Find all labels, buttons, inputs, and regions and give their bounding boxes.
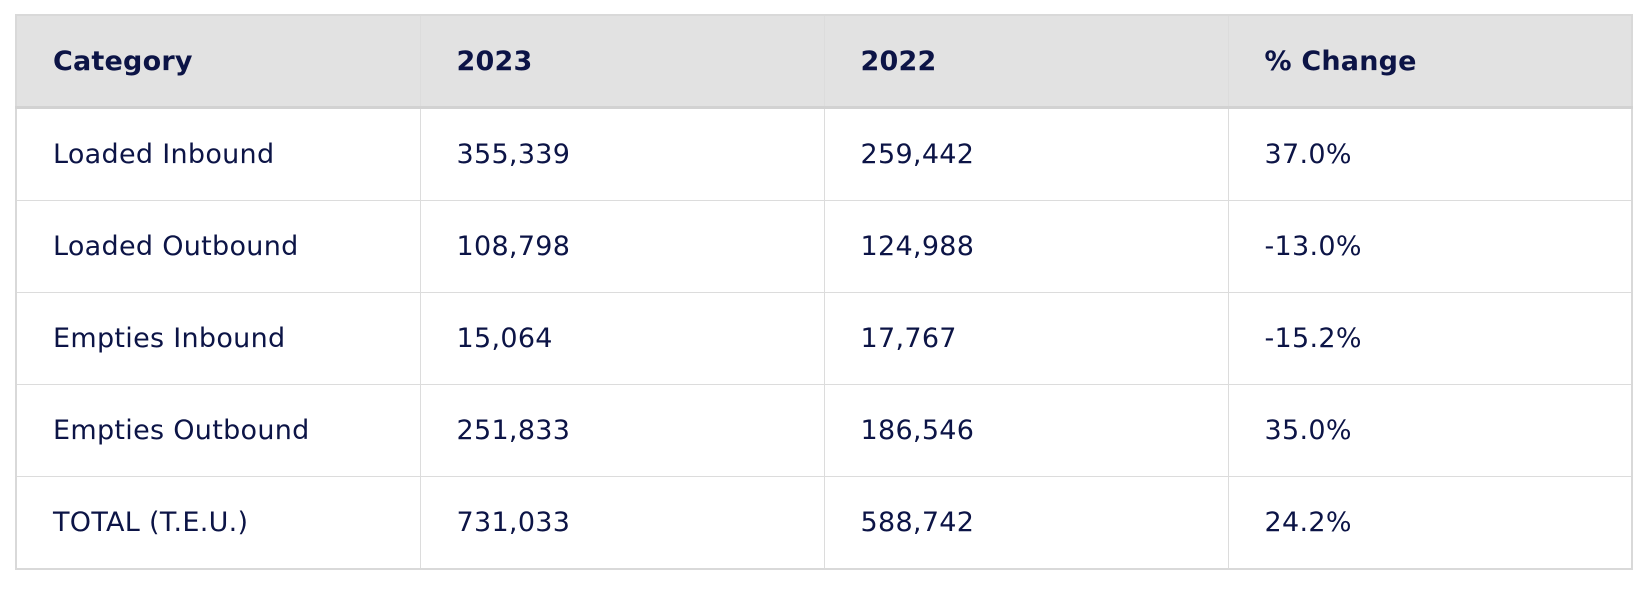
- column-header-percent-change: % Change: [1227, 14, 1633, 109]
- cell-2022: 259,442: [823, 107, 1229, 201]
- cell-2023: 15,064: [419, 292, 825, 385]
- cell-2023: 251,833: [419, 384, 825, 477]
- cell-2022: 186,546: [823, 384, 1229, 477]
- cell-percent-change: 35.0%: [1227, 384, 1633, 477]
- cell-2022: 124,988: [823, 200, 1229, 293]
- table-row: Empties Inbound 15,064 17,767 -15.2%: [15, 292, 1633, 385]
- cell-2022: 588,742: [823, 476, 1229, 570]
- column-header-category: Category: [15, 14, 421, 109]
- cell-2023: 108,798: [419, 200, 825, 293]
- cell-percent-change: 24.2%: [1227, 476, 1633, 570]
- cell-2023: 355,339: [419, 107, 825, 201]
- teu-data-table: Category 2023 2022 % Change Loaded Inbou…: [15, 14, 1633, 570]
- header-row: Category 2023 2022 % Change: [15, 14, 1633, 109]
- teu-table-container: Category 2023 2022 % Change Loaded Inbou…: [15, 14, 1633, 570]
- table-row-total: TOTAL (T.E.U.) 731,033 588,742 24.2%: [15, 476, 1633, 570]
- column-header-2022: 2022: [823, 14, 1229, 109]
- cell-2022: 17,767: [823, 292, 1229, 385]
- table-row: Loaded Outbound 108,798 124,988 -13.0%: [15, 200, 1633, 293]
- table-header: Category 2023 2022 % Change: [15, 14, 1633, 109]
- cell-category: TOTAL (T.E.U.): [15, 476, 421, 570]
- cell-percent-change: -15.2%: [1227, 292, 1633, 385]
- cell-category: Empties Outbound: [15, 384, 421, 477]
- table-row: Loaded Inbound 355,339 259,442 37.0%: [15, 107, 1633, 201]
- column-header-2023: 2023: [419, 14, 825, 109]
- cell-percent-change: -13.0%: [1227, 200, 1633, 293]
- cell-category: Loaded Inbound: [15, 107, 421, 201]
- table-row: Empties Outbound 251,833 186,546 35.0%: [15, 384, 1633, 477]
- cell-category: Loaded Outbound: [15, 200, 421, 293]
- table-body: Loaded Inbound 355,339 259,442 37.0% Loa…: [15, 107, 1633, 570]
- cell-2023: 731,033: [419, 476, 825, 570]
- cell-percent-change: 37.0%: [1227, 107, 1633, 201]
- cell-category: Empties Inbound: [15, 292, 421, 385]
